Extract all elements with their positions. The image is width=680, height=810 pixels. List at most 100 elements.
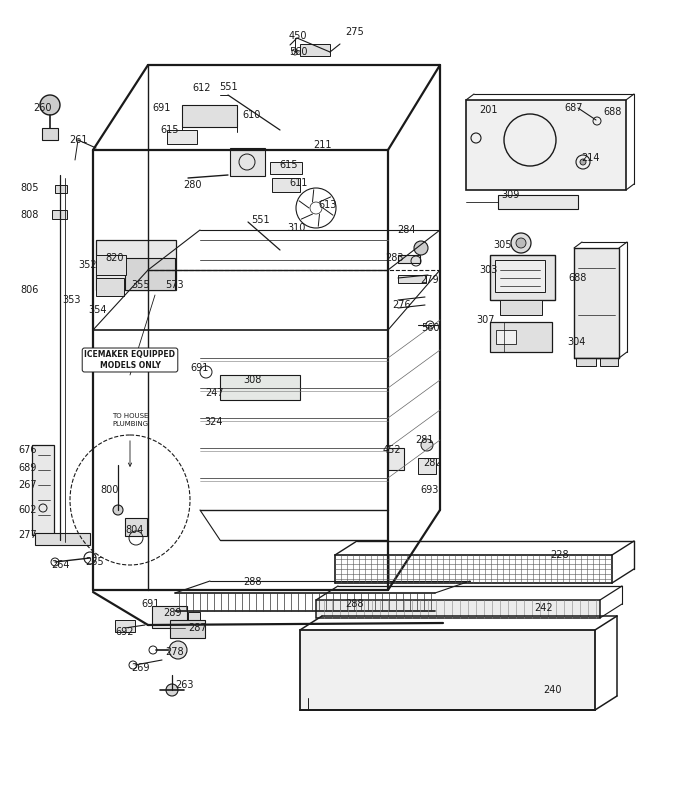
Text: 573: 573 bbox=[166, 280, 184, 290]
Bar bbox=[398, 275, 426, 283]
Text: 240: 240 bbox=[544, 685, 562, 695]
Text: 676: 676 bbox=[19, 445, 37, 455]
Bar bbox=[270, 162, 302, 174]
Text: 309: 309 bbox=[500, 190, 520, 200]
Text: 615: 615 bbox=[160, 125, 180, 135]
Text: ICEMAKER EQUIPPED
MODELS ONLY: ICEMAKER EQUIPPED MODELS ONLY bbox=[84, 350, 175, 369]
Bar bbox=[498, 195, 578, 209]
Text: 303: 303 bbox=[479, 265, 497, 275]
Text: 277: 277 bbox=[18, 530, 37, 540]
Text: 610: 610 bbox=[243, 110, 261, 120]
Bar bbox=[96, 278, 124, 296]
Text: 265: 265 bbox=[86, 557, 104, 567]
Text: 560: 560 bbox=[289, 47, 307, 57]
Text: TO HOUSE
PLUMBING: TO HOUSE PLUMBING bbox=[112, 413, 148, 427]
Bar bbox=[230, 148, 265, 176]
Bar bbox=[115, 620, 135, 632]
Text: 692: 692 bbox=[116, 627, 134, 637]
Bar bbox=[300, 44, 330, 56]
Text: 688: 688 bbox=[604, 107, 622, 117]
Text: 304: 304 bbox=[568, 337, 586, 347]
Bar bbox=[35, 533, 90, 545]
Text: 284: 284 bbox=[398, 225, 416, 235]
Text: 820: 820 bbox=[106, 253, 124, 263]
Bar bbox=[574, 248, 619, 358]
Text: 450: 450 bbox=[289, 31, 307, 41]
Bar bbox=[418, 458, 436, 474]
Text: 612: 612 bbox=[192, 83, 211, 93]
Bar bbox=[576, 358, 596, 366]
Text: 560: 560 bbox=[421, 323, 439, 333]
Text: 352: 352 bbox=[79, 260, 97, 270]
Text: 289: 289 bbox=[164, 608, 182, 618]
Circle shape bbox=[511, 233, 531, 253]
Text: 689: 689 bbox=[19, 463, 37, 473]
Bar bbox=[490, 322, 552, 352]
Text: 687: 687 bbox=[565, 103, 583, 113]
Text: 602: 602 bbox=[19, 505, 37, 515]
Text: 804: 804 bbox=[126, 525, 144, 535]
Circle shape bbox=[580, 159, 586, 165]
Text: 287: 287 bbox=[188, 623, 207, 633]
Bar bbox=[96, 255, 126, 275]
Text: 279: 279 bbox=[421, 275, 439, 285]
Text: 688: 688 bbox=[568, 273, 588, 283]
Bar bbox=[496, 330, 516, 344]
Bar bbox=[152, 606, 187, 628]
Text: 551: 551 bbox=[251, 215, 269, 225]
Bar bbox=[490, 255, 555, 300]
Bar bbox=[125, 518, 147, 536]
Text: 282: 282 bbox=[424, 458, 442, 468]
Text: 214: 214 bbox=[581, 153, 599, 163]
Text: 288: 288 bbox=[345, 599, 364, 609]
Bar bbox=[466, 100, 626, 190]
Text: 310: 310 bbox=[288, 223, 306, 233]
Bar bbox=[500, 300, 542, 315]
Circle shape bbox=[414, 241, 428, 255]
Text: 264: 264 bbox=[51, 560, 69, 570]
Text: 353: 353 bbox=[63, 295, 81, 305]
Text: 260: 260 bbox=[33, 103, 51, 113]
Text: 355: 355 bbox=[132, 280, 150, 290]
Text: 267: 267 bbox=[18, 480, 37, 490]
Text: 808: 808 bbox=[21, 210, 39, 220]
Bar bbox=[32, 445, 54, 535]
Text: 247: 247 bbox=[205, 388, 224, 398]
Text: 691: 691 bbox=[191, 363, 209, 373]
Bar bbox=[167, 130, 197, 144]
Text: 307: 307 bbox=[477, 315, 495, 325]
Text: 354: 354 bbox=[89, 305, 107, 315]
Text: 691: 691 bbox=[142, 599, 160, 609]
Bar bbox=[300, 630, 595, 710]
Circle shape bbox=[166, 684, 178, 696]
Bar bbox=[272, 178, 300, 192]
Text: 288: 288 bbox=[243, 577, 261, 587]
Text: 305: 305 bbox=[494, 240, 512, 250]
Bar bbox=[55, 185, 67, 193]
Bar bbox=[316, 600, 600, 618]
Bar bbox=[600, 358, 618, 366]
Text: 283: 283 bbox=[386, 253, 404, 263]
Text: 280: 280 bbox=[184, 180, 202, 190]
Text: 211: 211 bbox=[313, 140, 331, 150]
Text: 324: 324 bbox=[205, 417, 223, 427]
Text: 551: 551 bbox=[219, 82, 237, 92]
Bar bbox=[220, 375, 300, 400]
Circle shape bbox=[516, 238, 526, 248]
Text: 805: 805 bbox=[21, 183, 39, 193]
Text: 613: 613 bbox=[319, 200, 337, 210]
Bar bbox=[170, 620, 205, 638]
Text: 276: 276 bbox=[392, 300, 411, 310]
Text: 201: 201 bbox=[479, 105, 497, 115]
Bar bbox=[42, 128, 58, 140]
Text: 800: 800 bbox=[101, 485, 119, 495]
Text: 242: 242 bbox=[534, 603, 554, 613]
Text: 228: 228 bbox=[551, 550, 569, 560]
Bar bbox=[125, 258, 175, 290]
Circle shape bbox=[40, 95, 60, 115]
Text: 452: 452 bbox=[383, 445, 401, 455]
Text: 693: 693 bbox=[421, 485, 439, 495]
Circle shape bbox=[113, 505, 123, 515]
Text: 269: 269 bbox=[131, 663, 149, 673]
Text: 615: 615 bbox=[279, 160, 299, 170]
